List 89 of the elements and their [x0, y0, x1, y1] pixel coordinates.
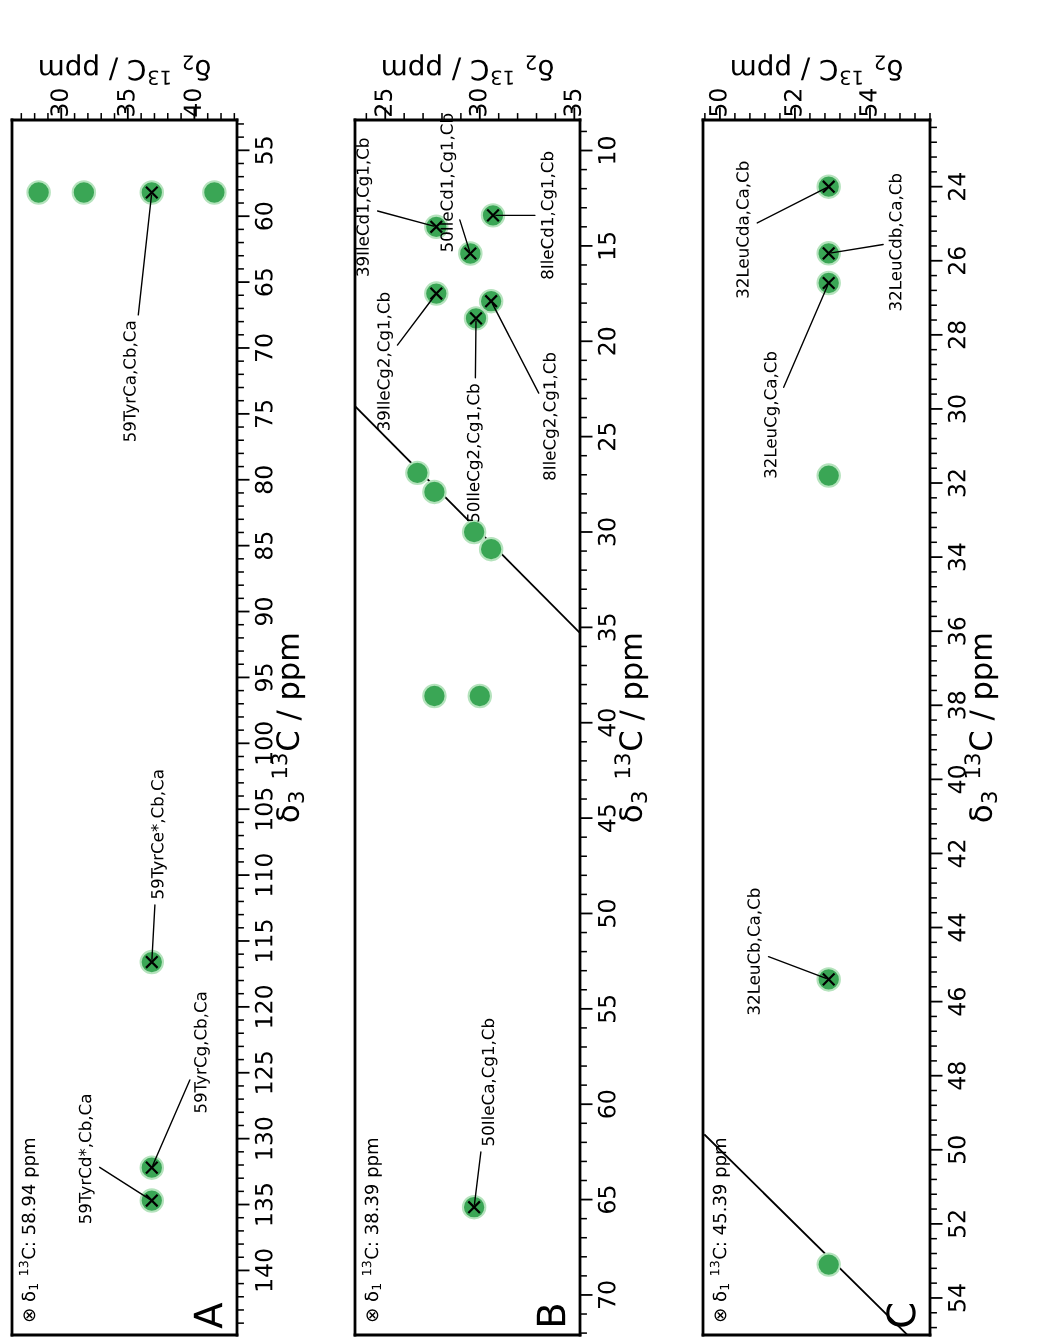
x-axis-title: δ$_{2}$ $^{13}$C / ppm — [40, 54, 210, 86]
annotation: 39IleCg2,Cg1,Cb — [376, 292, 393, 431]
x-tick-label: 25 — [374, 89, 393, 116]
annotation: 59TyrCe*,Cb,Ca — [150, 770, 167, 899]
annotation: 8IleCd1,Cg1,Cb — [540, 151, 557, 279]
y-tick-label: 105 — [254, 788, 273, 830]
annotation: 50IleCa,Cg1,Cb — [481, 1018, 498, 1146]
y-tick-label: 70 — [254, 334, 273, 362]
y-tick-label: 100 — [254, 722, 273, 764]
annotation: ⊗ δ$_{1}$ $^{13}$C: 38.39 ppm — [361, 1138, 382, 1322]
point — [26, 180, 51, 205]
annotation: 59TyrCa,Cb,Ca — [122, 321, 140, 442]
x-tick-label: 30 — [50, 89, 69, 116]
annotation: A — [193, 1302, 223, 1329]
y-tick-label: 50 — [947, 1136, 966, 1163]
annotation: 59TyrCg,Cb,Ca — [193, 992, 210, 1113]
point — [816, 463, 841, 488]
annotation: 32LeuCg,Ca,Cb — [763, 351, 780, 478]
x-axis-title: δ$_{2}$ $^{13}$C / ppm — [383, 54, 553, 86]
annotation: ⊗ δ$_{1}$ $^{13}$C: 58.94 ppm — [18, 1138, 39, 1322]
x-tick-label: 30 — [468, 89, 487, 116]
annotation: 32LeuCdb,Ca,Cb — [888, 173, 904, 311]
y-tick-label: 15 — [598, 232, 616, 259]
y-tick-label: 25 — [597, 423, 616, 450]
y-tick-label: 52 — [947, 1211, 966, 1238]
y-tick-label: 65 — [597, 1186, 616, 1213]
y-tick-label: 90 — [254, 598, 273, 626]
x-tick-label: 54 — [859, 88, 877, 116]
point — [422, 683, 447, 709]
y-tick-label: 60 — [597, 1090, 616, 1118]
y-tick-label: 45 — [598, 805, 616, 832]
y-tick-label: 44 — [948, 913, 966, 942]
x-axis-title: δ$_{2}$ $^{13}$C / ppm — [732, 54, 902, 86]
y-tick-label: 28 — [947, 321, 966, 349]
y-tick-label: 40 — [947, 765, 966, 794]
y-tick-label: 32 — [947, 470, 966, 497]
annotation: 50IleCg2,Cg1,Cb — [466, 384, 483, 522]
point — [202, 180, 227, 205]
annotation: 8IleCg2,Cg1,Cb — [542, 352, 559, 480]
x-tick-label: 35 — [116, 89, 135, 116]
point — [71, 180, 97, 205]
point — [405, 460, 430, 486]
annotation: 59TyrCd*,Cb,Ca — [78, 1095, 95, 1223]
y-tick-label: 65 — [254, 269, 273, 296]
y-tick-label: 70 — [597, 1281, 616, 1309]
y-tick-label: 55 — [598, 995, 616, 1023]
y-tick-label: 10 — [597, 137, 616, 163]
annotation: B — [536, 1305, 566, 1326]
y-tick-label: 20 — [597, 327, 616, 355]
point — [422, 479, 447, 505]
y-tick-label: 125 — [254, 1052, 273, 1093]
y-tick-label: 140 — [254, 1249, 273, 1291]
y-tick-label: 115 — [255, 920, 273, 961]
y-tick-label: 40 — [597, 709, 616, 737]
y-tick-label: 95 — [254, 664, 273, 691]
annotation: 50IleCd1,Cg1,Cb — [440, 113, 457, 252]
y-tick-label: 120 — [254, 985, 273, 1027]
point — [816, 1252, 841, 1277]
y-tick-label: 130 — [254, 1117, 273, 1159]
x-tick-label: 40 — [183, 89, 202, 117]
y-tick-label: 30 — [947, 395, 966, 423]
y-tick-label: 80 — [254, 466, 273, 494]
y-tick-label: 75 — [255, 400, 273, 427]
y-tick-label: 26 — [947, 247, 966, 275]
y-tick-label: 38 — [947, 691, 966, 719]
y-tick-label: 135 — [254, 1184, 273, 1225]
annotation: 32LeuCda,Ca,Cb — [735, 161, 751, 298]
y-tick-label: 46 — [947, 988, 966, 1016]
y-tick-label: 35 — [597, 614, 616, 641]
y-tick-label: 60 — [254, 202, 273, 230]
y-tick-label: 42 — [947, 840, 966, 868]
y-tick-label: 50 — [597, 900, 616, 927]
x-tick-label: 50 — [708, 89, 727, 116]
x-tick-label: 35 — [563, 89, 582, 116]
y-tick-label: 55 — [255, 137, 273, 164]
point — [467, 683, 493, 709]
x-tick-label: 52 — [783, 89, 802, 116]
y-tick-label: 36 — [947, 617, 966, 645]
y-tick-label: 54 — [948, 1284, 966, 1312]
y-tick-label: 30 — [597, 518, 616, 546]
y-tick-label: 110 — [254, 854, 273, 896]
annotation: 39IleCd1,Cg1,Cb — [356, 138, 373, 276]
y-tick-label: 48 — [947, 1062, 966, 1090]
annotation: 32LeuCb,Ca,Cb — [747, 888, 762, 1015]
y-tick-label: 24 — [947, 172, 966, 200]
y-tick-label: 85 — [254, 532, 273, 560]
point — [478, 536, 504, 562]
y-tick-label: 34 — [947, 543, 966, 571]
annotation: ⊗ δ$_{1}$ $^{13}$C: 45.39 ppm — [709, 1138, 730, 1322]
